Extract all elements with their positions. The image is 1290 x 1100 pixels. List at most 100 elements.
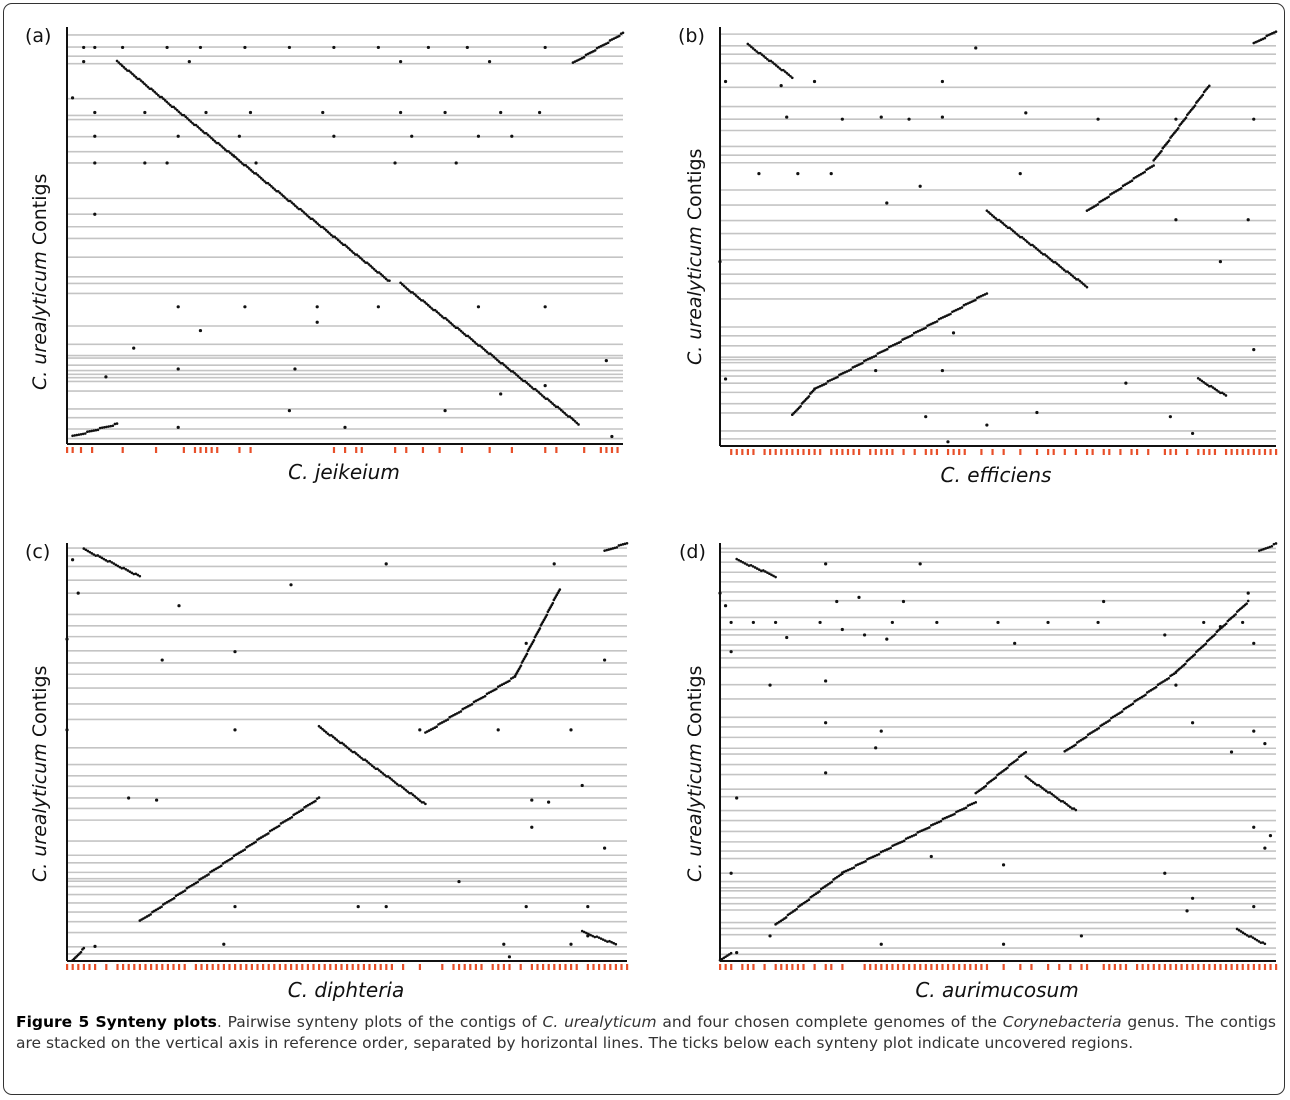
synteny-match-dot [614, 942, 618, 946]
synteny-match-dot [530, 798, 534, 802]
synteny-match-dot [487, 60, 492, 64]
synteny-match-dot [1040, 251, 1043, 255]
synteny-match-dot [558, 588, 562, 591]
synteny-match-dot [625, 541, 629, 545]
synteny-match-dot [470, 337, 473, 341]
uncovered-region-tick [735, 449, 738, 455]
synteny-match-dot [1108, 719, 1111, 722]
synteny-match-dot [506, 366, 509, 370]
synteny-match-dot [1252, 825, 1256, 829]
synteny-match-dot [1213, 387, 1217, 391]
figure-caption: Figure 5 Synteny plots. Pairwise synteny… [16, 1012, 1276, 1054]
synteny-match-dot [830, 880, 834, 884]
uncovered-region-tick [1085, 964, 1089, 970]
uncovered-region-tick [1158, 964, 1161, 970]
synteny-match-dot [747, 564, 751, 567]
synteny-match-dot [439, 313, 442, 317]
synteny-match-dot [372, 267, 376, 271]
uncovered-region-tick [239, 964, 242, 970]
synteny-match-dot [1247, 935, 1251, 938]
synteny-match-dot [751, 565, 755, 568]
synteny-match-dot [534, 387, 537, 391]
synteny-match-dot [985, 292, 989, 295]
synteny-match-dot [1071, 274, 1075, 278]
synteny-match-dot [143, 161, 147, 165]
uncovered-region-tick [555, 447, 558, 453]
synteny-match-dot [1066, 270, 1069, 273]
uncovered-region-tick [172, 964, 175, 970]
synteny-match-dot [580, 929, 584, 933]
uncovered-region-tick [278, 964, 281, 970]
uncovered-region-tick [553, 964, 556, 970]
synteny-match-dot [263, 180, 266, 183]
synteny-match-dot [88, 550, 92, 554]
synteny-match-dot [538, 110, 542, 115]
uncovered-region-tick [958, 964, 961, 970]
uncovered-region-tick [1180, 964, 1183, 970]
synteny-match-dot [1048, 791, 1052, 794]
uncovered-region-tick [121, 447, 124, 453]
synteny-match-dot [611, 547, 615, 550]
synteny-match-dot [606, 940, 609, 943]
synteny-match-dot [530, 386, 534, 389]
synteny-match-dot [1001, 221, 1004, 225]
uncovered-region-tick [161, 964, 164, 970]
synteny-match-dot [176, 305, 180, 309]
synteny-match-dot [176, 425, 180, 429]
synteny-match-dot [1031, 780, 1035, 784]
uncovered-region-tick [306, 964, 309, 970]
synteny-match-dot [1055, 262, 1059, 266]
uncovered-region-tick [183, 964, 186, 970]
synteny-match-dot [1045, 254, 1048, 258]
uncovered-region-tick [752, 449, 755, 455]
synteny-match-dot [1025, 240, 1029, 244]
uncovered-region-tick [497, 964, 500, 970]
uncovered-region-tick [752, 964, 755, 970]
synteny-match-dot [77, 433, 81, 436]
synteny-match-dot [818, 620, 822, 625]
uncovered-region-tick [1258, 449, 1261, 455]
synteny-match-dot [289, 583, 293, 587]
synteny-match-dot [172, 105, 176, 109]
synteny-match-dot [138, 574, 142, 578]
uncovered-region-tick [344, 447, 347, 453]
synteny-match-dot [365, 261, 369, 265]
uncovered-region-tick [824, 964, 827, 970]
synteny-match-dot [1251, 936, 1255, 939]
synteny-match-dot [1072, 807, 1076, 810]
synteny-match-dot [1263, 36, 1267, 40]
synteny-match-dot [392, 779, 395, 783]
synteny-match-dot [939, 819, 943, 823]
synteny-match-dot [386, 775, 390, 778]
synteny-match-dot [1218, 625, 1222, 629]
synteny-match-dot [220, 145, 224, 148]
synteny-match-dot [184, 115, 188, 119]
uncovered-region-tick [896, 964, 900, 970]
uncovered-region-tick [1080, 964, 1083, 970]
uncovered-region-tick [841, 964, 844, 970]
synteny-match-dot [363, 758, 367, 762]
synteny-match-dot [745, 563, 749, 566]
uncovered-region-tick [71, 964, 74, 970]
uncovered-region-tick [919, 964, 922, 970]
synteny-match-dot [384, 905, 388, 909]
synteny-match-dot [232, 154, 236, 157]
synteny-match-dot [494, 357, 497, 360]
uncovered-region-tick [508, 964, 511, 970]
synteny-match-dot [459, 329, 463, 333]
synteny-match-dot [1218, 260, 1222, 264]
uncovered-region-tick [329, 964, 332, 970]
uncovered-region-tick [355, 447, 358, 453]
synteny-match-dot [757, 568, 761, 571]
synteny-match-dot [76, 591, 80, 595]
uncovered-region-tick [605, 447, 608, 453]
synteny-match-dot [407, 289, 411, 292]
synteny-match-dot [774, 64, 778, 67]
synteny-match-dot [795, 907, 798, 911]
synteny-match-dot [990, 213, 994, 217]
synteny-match-dot [473, 340, 477, 344]
synteny-match-dot [259, 176, 263, 180]
synteny-match-dot [984, 784, 988, 788]
synteny-match-dot [131, 72, 134, 76]
synteny-match-dot [415, 796, 418, 800]
